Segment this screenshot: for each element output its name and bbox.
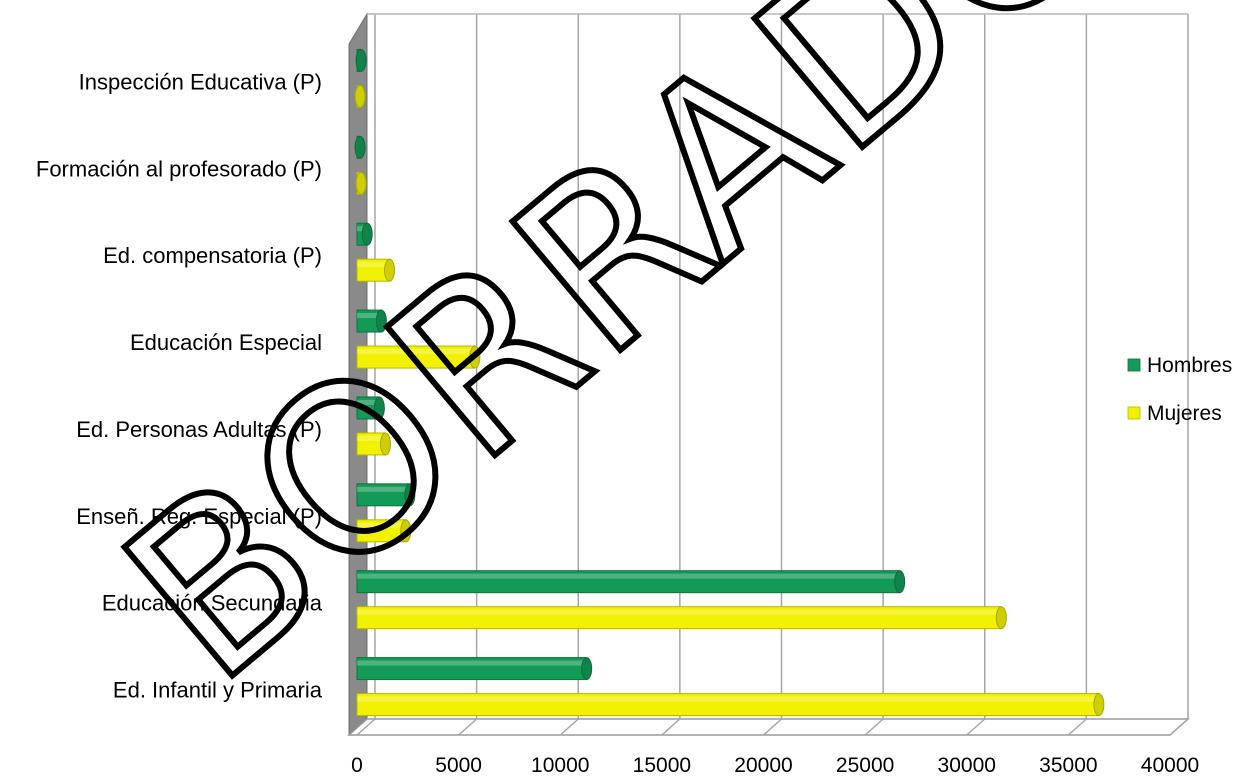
x-tick-labels: 0 5000 10000 15000 20000 25000 30000 35000 40000 bbox=[351, 754, 1199, 777]
x-tick-label: 25000 bbox=[836, 754, 894, 777]
bar-end-cap bbox=[469, 345, 481, 369]
gridlines bbox=[356, 13, 1189, 736]
bar-highlight bbox=[357, 486, 410, 492]
bar-highlight bbox=[357, 609, 1002, 615]
bar-highlight bbox=[357, 313, 382, 319]
bar-end-cap bbox=[373, 396, 385, 420]
legend-swatch bbox=[1127, 358, 1141, 372]
bar-end-cap bbox=[581, 657, 593, 681]
category-labels: Inspección Educativa (P) Formación al pro… bbox=[36, 69, 323, 702]
floor-gridline bbox=[763, 718, 782, 736]
x-tick-label: 15000 bbox=[633, 754, 691, 777]
bar-end-cap bbox=[1093, 693, 1105, 717]
bar-end-cap bbox=[894, 570, 906, 594]
category-label: Ed. Personas Adultas (P) bbox=[76, 417, 322, 442]
bar-highlight bbox=[357, 435, 386, 441]
bar-highlight bbox=[357, 262, 390, 268]
bars bbox=[354, 48, 1105, 717]
bar-end-cap bbox=[355, 171, 367, 195]
bar-end-cap bbox=[384, 258, 396, 282]
floor-gridline bbox=[1169, 718, 1189, 736]
category-label: Formación al profesorado (P) bbox=[36, 156, 322, 181]
x-tick-label: 30000 bbox=[938, 754, 996, 777]
bar-end-cap bbox=[361, 222, 373, 246]
legend-label: Mujeres bbox=[1147, 402, 1222, 425]
x-tick-label: 5000 bbox=[435, 754, 482, 777]
bar-highlight bbox=[357, 349, 475, 355]
legend-swatch bbox=[1127, 406, 1141, 420]
floor-gridline bbox=[1067, 718, 1087, 736]
floor-gridline bbox=[966, 718, 986, 736]
category-label: Ed. Infantil y Primaria bbox=[113, 678, 323, 703]
bar-highlight bbox=[357, 660, 587, 666]
x-tick-label: 35000 bbox=[1039, 754, 1097, 777]
category-label: Educación Secundaria bbox=[102, 591, 323, 616]
floor-gridline bbox=[864, 718, 884, 736]
x-tick-label: 10000 bbox=[531, 754, 589, 777]
bar-highlight bbox=[357, 573, 900, 579]
bar-end-cap bbox=[995, 606, 1007, 630]
bar-end-cap bbox=[404, 483, 416, 507]
x-tick-label: 0 bbox=[351, 754, 363, 777]
floor-gridline bbox=[661, 718, 681, 736]
legend-label: Hombres bbox=[1147, 354, 1232, 377]
bar-end-cap bbox=[400, 519, 412, 543]
x-tick-label: 20000 bbox=[734, 754, 792, 777]
category-label: Educación Especial bbox=[130, 330, 322, 355]
floor-gridline bbox=[356, 718, 376, 736]
floor-gridline bbox=[458, 718, 478, 736]
category-label: Inspección Educativa (P) bbox=[79, 69, 322, 94]
floor-gridline bbox=[559, 718, 579, 736]
bar-end-cap bbox=[375, 309, 387, 333]
category-label: Enseñ. Rég. Especial (P) bbox=[76, 504, 322, 529]
bar-end-cap bbox=[355, 48, 367, 72]
bar-highlight bbox=[357, 399, 380, 405]
bar-end-cap bbox=[354, 84, 366, 108]
bar-highlight bbox=[357, 226, 368, 232]
x-tick-label: 40000 bbox=[1141, 754, 1199, 777]
bar-end-cap bbox=[354, 135, 366, 159]
bar-highlight bbox=[357, 522, 406, 528]
legend: Hombres Mujeres bbox=[1127, 354, 1232, 425]
bar-highlight bbox=[357, 696, 1099, 702]
category-label: Ed. compensatoria (P) bbox=[103, 243, 322, 268]
bar-end-cap bbox=[379, 432, 391, 456]
